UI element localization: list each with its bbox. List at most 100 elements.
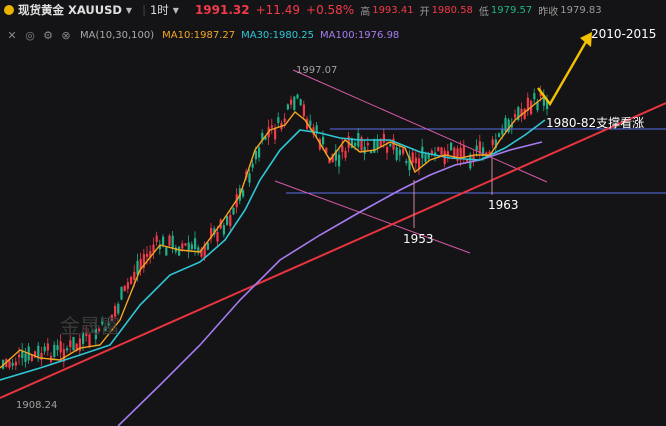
candle-body <box>130 276 133 284</box>
ma100-line <box>117 141 543 426</box>
candle-body <box>542 94 545 106</box>
ma30-line <box>0 119 546 381</box>
prev-close-value: 1979.83 <box>560 4 602 16</box>
candle-body <box>56 345 59 351</box>
chevron-down-icon[interactable]: ▼ <box>125 5 133 15</box>
candle-body <box>408 156 411 171</box>
candle-body <box>62 349 65 362</box>
ma100-value: MA100:1976.98 <box>320 29 400 41</box>
low-value: 1979.57 <box>490 4 533 16</box>
candle-body <box>302 104 305 117</box>
candle-body <box>322 136 325 145</box>
candle-body <box>411 152 414 163</box>
candle-body <box>104 326 107 331</box>
candle-body <box>206 242 209 250</box>
collapse-icon[interactable]: ✕ <box>7 28 17 42</box>
candle-body <box>331 153 334 163</box>
last-price: 1991.32 <box>194 3 250 17</box>
candle-body <box>210 227 213 239</box>
indicator-bar: ✕ ◎ ⚙ ⊗ MA(10,30,100) MA10:1987.27 MA30:… <box>0 26 399 44</box>
candle-body <box>488 151 491 154</box>
candle-body <box>379 138 382 147</box>
candle-body <box>258 147 261 158</box>
candle-body <box>200 248 203 257</box>
candle-body <box>350 138 353 148</box>
candle-body <box>274 128 277 140</box>
ma30-value: MA30:1980.25 <box>241 29 315 41</box>
candle-body <box>171 235 174 249</box>
candle-body <box>91 329 94 332</box>
candle-body <box>382 133 385 143</box>
candle-body <box>136 260 139 275</box>
candle-body <box>242 190 245 197</box>
candle-body <box>59 341 62 353</box>
candle-body <box>187 242 190 252</box>
symbol-title[interactable]: 现货黄金 XAUUSD <box>18 3 122 17</box>
candle-body <box>8 360 11 368</box>
trendline-red <box>0 102 666 399</box>
prev-close-label: 昨收 <box>538 6 559 18</box>
candle-body <box>162 236 165 245</box>
candle-body <box>88 334 91 347</box>
candle-body <box>126 282 129 289</box>
candle-body <box>354 142 357 146</box>
candle-body <box>424 154 427 162</box>
candle-body <box>30 354 33 361</box>
candle-body <box>117 303 120 314</box>
candle-body <box>344 150 347 158</box>
eye-icon[interactable]: ◎ <box>25 28 35 42</box>
candle-body <box>514 114 517 118</box>
candle-body <box>523 108 526 120</box>
gear-icon[interactable]: ⚙ <box>43 28 53 42</box>
timeframe-selector[interactable]: 1时 <box>149 3 169 17</box>
candle-body <box>315 125 318 134</box>
price-change: +11.49 <box>255 3 301 17</box>
candle-body <box>165 247 168 256</box>
high-value: 1993.41 <box>372 4 414 16</box>
candle-body <box>197 247 200 253</box>
candle-body <box>405 160 408 163</box>
candle-body <box>75 343 78 351</box>
candle-body <box>190 244 193 250</box>
candle-body <box>14 361 17 366</box>
candle-body <box>498 133 501 137</box>
low-label: 低 <box>478 6 489 18</box>
candle-body <box>536 101 539 111</box>
candle-body <box>149 251 152 258</box>
candle-body <box>168 235 171 246</box>
candle-body <box>123 285 126 292</box>
gold-coin-icon <box>4 5 14 15</box>
candle-body <box>24 353 27 363</box>
ma10-line <box>0 95 546 369</box>
candle-body <box>325 147 328 153</box>
candle-body <box>363 146 366 154</box>
candle-body <box>504 117 507 132</box>
candle-body <box>546 100 549 110</box>
candle-body <box>510 124 513 128</box>
candle-body <box>277 117 280 123</box>
candle-body <box>395 147 398 160</box>
channel-line-lower <box>274 180 471 254</box>
candle-body <box>226 216 229 225</box>
candle-body <box>78 338 81 351</box>
label-support: 1980-82支撑看涨 <box>546 115 644 130</box>
candle-body <box>494 139 497 148</box>
candle-body <box>376 139 379 149</box>
close-icon[interactable]: ⊗ <box>61 28 71 42</box>
candle-body <box>312 127 315 135</box>
candle-body <box>286 104 289 110</box>
candle-body <box>232 207 235 215</box>
forecast-arrow <box>537 39 589 107</box>
candle-body <box>283 118 286 123</box>
candle-body <box>296 94 299 99</box>
candle-body <box>152 244 155 252</box>
label-1963: 1963 <box>488 198 519 212</box>
timeframe-chevron-down-icon[interactable]: ▼ <box>172 5 179 15</box>
indicator-name[interactable]: MA(10,30,100) <box>80 29 155 41</box>
candle-body <box>101 318 104 325</box>
candle-body <box>120 286 123 300</box>
candle-body <box>181 243 184 249</box>
candle-body <box>434 152 437 156</box>
candle-body <box>414 157 417 164</box>
